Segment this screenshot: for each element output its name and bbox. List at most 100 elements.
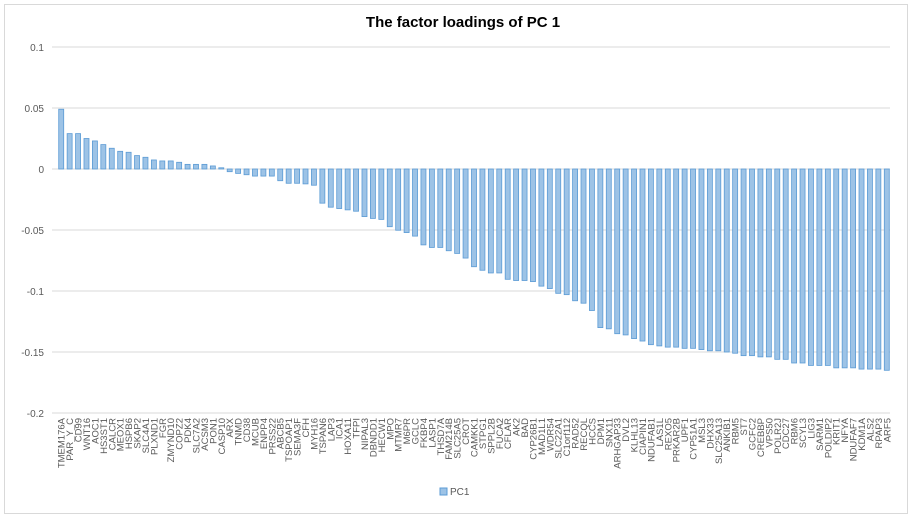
x-tick-label: HS3ST1	[99, 418, 110, 454]
bar-SNX11	[605, 168, 612, 330]
bar-TSPAN6	[319, 168, 326, 204]
bar-DBNDD1	[370, 168, 376, 219]
x-tick-label: ST7	[739, 418, 750, 435]
x-tick-label: CFLAR	[503, 418, 514, 449]
x-tick-label: CYP51A1	[689, 418, 700, 460]
bar-POLR2J	[774, 168, 781, 360]
bar-THSD7A	[437, 168, 444, 248]
bar-UPF1	[681, 168, 688, 349]
x-tick-label: AOC1	[90, 418, 101, 444]
x-tick-label: TSPAN6	[318, 418, 329, 454]
bar-CREBBP	[757, 168, 764, 358]
bar-RBM5	[732, 168, 739, 354]
bar-COPZ2	[176, 161, 183, 170]
x-tick-label: SPPL2B	[486, 418, 497, 454]
x-tick-label: STPG1	[478, 418, 489, 449]
bar-SPPL2B	[487, 168, 494, 274]
x-tick-label: LAS1L	[655, 418, 666, 447]
bar-CROT	[462, 168, 469, 259]
bar-CAMKK1	[471, 168, 477, 268]
bar-RAD52	[572, 168, 578, 302]
y-tick-label: -0.1	[27, 287, 45, 298]
bar-SLC22A1	[555, 168, 562, 294]
x-tick-label: CAMKK1	[470, 418, 481, 457]
x-tick-label: RAD52	[571, 418, 582, 449]
x-tick-label: TMEM176A	[57, 417, 68, 468]
bar-TSPOAP1	[285, 168, 292, 184]
bar-ACSM3	[201, 163, 208, 170]
bar-CFH	[302, 168, 309, 185]
x-tick-label: NIPAL3	[360, 418, 371, 450]
bar-MTMR7	[395, 168, 402, 231]
x-tick-label: MSL3	[697, 418, 708, 443]
bar-TNMD	[235, 168, 242, 174]
bar-MCUB	[252, 168, 258, 177]
x-tick-label: POLR2J	[773, 418, 784, 454]
x-tick-label: MYH16	[309, 418, 320, 450]
x-tick-label: KDM1A	[857, 417, 868, 450]
bar-TFPI	[353, 168, 359, 212]
x-tick-label: GCLC	[411, 418, 422, 445]
x-tick-label: CYP26B1	[528, 418, 539, 460]
bar-MEOX1	[117, 150, 124, 170]
x-tick-label: VPS50	[764, 418, 775, 448]
bar-ZMYND10	[167, 160, 174, 170]
x-tick-label: SEMA3F	[293, 418, 304, 456]
x-tick-label: PLXND1	[149, 418, 160, 455]
bar-ARF5	[883, 168, 890, 371]
bar-AK2	[513, 168, 520, 281]
x-tick-label: MAD1L1	[537, 418, 548, 455]
bar-SLC25A5	[454, 168, 461, 254]
bar-DPM1	[597, 168, 604, 329]
x-tick-label: HSPB6	[124, 418, 135, 449]
bar-ABCB5	[277, 168, 284, 182]
x-tick-label: C1orf112	[562, 418, 573, 456]
bar-SCYL3	[799, 168, 806, 364]
legend: PC1	[439, 487, 470, 498]
x-tick-label: SLC25A5	[453, 418, 464, 459]
x-tick-label: TNMD	[234, 418, 245, 446]
bar-WDR54	[546, 168, 553, 289]
bar-C1orf112	[563, 168, 570, 296]
x-tick-label: UPF1	[680, 418, 691, 442]
x-tick-label: COPZ2	[175, 418, 186, 450]
bar-ST7	[740, 168, 747, 357]
x-tick-label: FAM214B	[444, 418, 455, 460]
x-tick-label: ABCB5	[276, 418, 287, 449]
y-axis-ticks: 0.1 0.05 0 -0.05 -0.1 -0.15 -0.2	[21, 43, 44, 420]
bar-POLDIP2	[824, 168, 831, 366]
bar-CYP26B1	[530, 168, 536, 283]
y-tick-label: -0.15	[21, 348, 44, 359]
bar-MPO	[386, 168, 393, 228]
x-tick-label: HCCS	[587, 418, 598, 445]
bar-PRKAR2B	[673, 168, 680, 348]
x-tick-label: SNX11	[604, 418, 615, 447]
x-tick-label: HECW1	[377, 418, 388, 452]
x-tick-label: RPAP3	[874, 418, 885, 448]
bar-MSL3	[698, 168, 705, 350]
x-tick-label: FUCA2	[495, 418, 506, 449]
bar-MYH16	[311, 168, 317, 186]
x-tick-label: CD38	[242, 418, 253, 442]
x-tick-label: MEOX1	[116, 418, 127, 451]
x-tick-label: PDK4	[183, 418, 194, 443]
bar-ARHGAP33	[614, 168, 621, 335]
x-tick-label: RBM5	[731, 418, 742, 444]
x-tick-label: PAR_Y_C	[65, 418, 76, 461]
bar-HSPB6	[125, 151, 132, 170]
bar-CASP10	[218, 167, 225, 170]
bar-CD99	[75, 133, 81, 170]
x-tick-label: SCYL3	[798, 418, 809, 448]
bar-GCFC2	[749, 168, 755, 357]
bar-LAP3	[327, 168, 334, 208]
x-tick-label: MTMR7	[394, 418, 405, 452]
bar-RPAP3	[875, 168, 882, 370]
x-tick-label: GCFC2	[748, 418, 759, 450]
bar-CD38	[243, 168, 250, 176]
x-tick-label: FGR	[158, 418, 169, 438]
x-tick-label: SARM1	[815, 418, 826, 451]
chart-frame	[4, 4, 908, 514]
x-tick-label: TFPI	[352, 418, 363, 439]
bar-LIG3	[808, 168, 814, 366]
bar-FGR	[159, 160, 166, 170]
